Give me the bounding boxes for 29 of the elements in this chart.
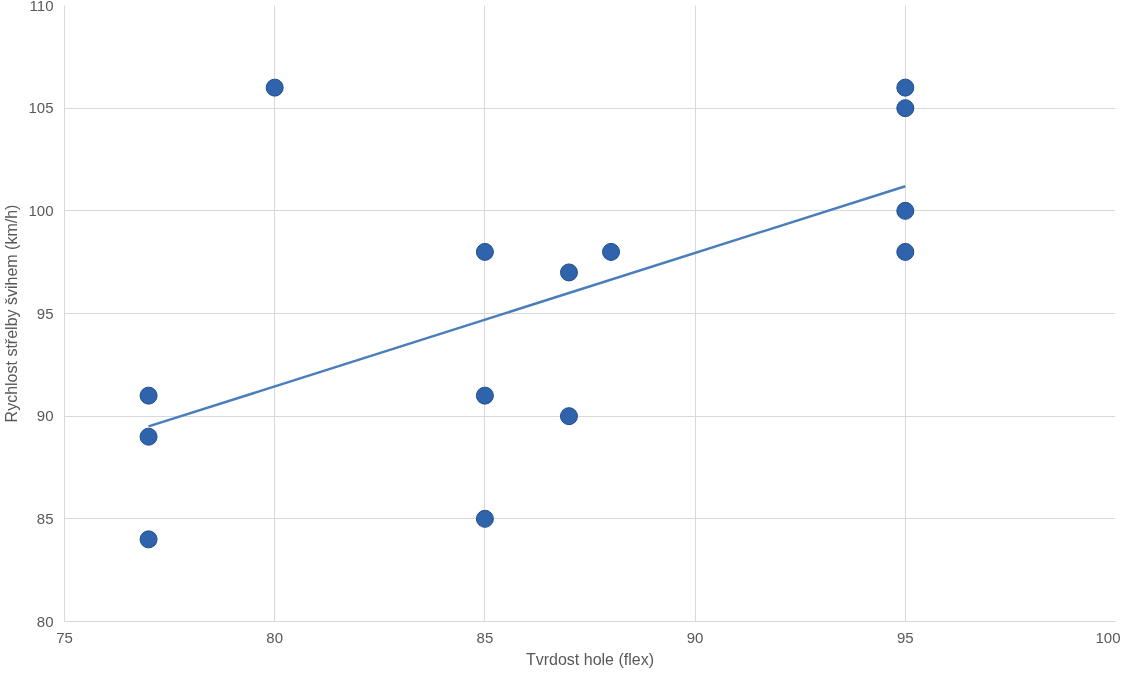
y-tick-label: 95 bbox=[36, 304, 54, 322]
x-tick-label: 80 bbox=[266, 628, 284, 646]
point bbox=[139, 530, 158, 549]
x-tick-label: 95 bbox=[896, 628, 914, 646]
x-tick-label: 90 bbox=[686, 628, 704, 646]
point bbox=[475, 386, 494, 405]
point bbox=[896, 99, 915, 118]
point bbox=[602, 242, 621, 261]
y-tick-label: 85 bbox=[36, 509, 54, 527]
x-axis-title: Tvrdost hole (flex) bbox=[525, 650, 655, 668]
point bbox=[475, 509, 494, 528]
point bbox=[896, 201, 915, 220]
point bbox=[896, 78, 915, 97]
point bbox=[559, 263, 578, 282]
point bbox=[559, 407, 578, 426]
y-tick-label: 90 bbox=[36, 407, 54, 425]
y-tick-label: 105 bbox=[28, 99, 54, 117]
y-tick-label: 110 bbox=[29, 0, 54, 14]
y-tick-label: 80 bbox=[36, 612, 54, 630]
point bbox=[265, 78, 284, 97]
x-tick-label: 85 bbox=[476, 628, 494, 646]
x-tick-label: 100 bbox=[1095, 628, 1121, 646]
y-tick-label: 100 bbox=[28, 201, 54, 219]
x-tick-label: 75 bbox=[56, 628, 73, 646]
point bbox=[139, 386, 158, 405]
point bbox=[475, 242, 494, 261]
point bbox=[139, 427, 158, 446]
y-axis-title: Rychlost střelby švihem (km/h) bbox=[3, 204, 21, 423]
point bbox=[896, 242, 915, 261]
